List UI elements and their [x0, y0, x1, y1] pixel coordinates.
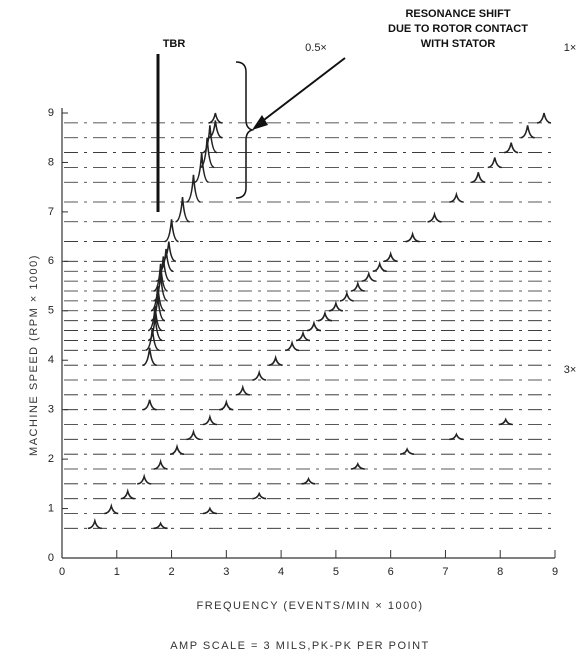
spectral-peak	[252, 373, 266, 380]
spectral-peak	[499, 420, 513, 425]
order-label: 0.5×	[305, 42, 327, 54]
spectral-peak	[285, 343, 299, 350]
y-tick-label: 3	[48, 404, 54, 416]
spectral-peak	[170, 447, 184, 454]
spectral-peak	[186, 432, 200, 439]
spectral-peak	[340, 293, 354, 300]
spectral-peak	[88, 521, 102, 528]
spectral-peak	[373, 264, 387, 271]
x-tick-label: 3	[223, 566, 229, 578]
spectral-peak	[427, 214, 441, 221]
spectral-peak	[154, 523, 168, 528]
shift-note-line: RESONANCE SHIFT	[405, 8, 510, 20]
y-tick-label: 0	[48, 552, 54, 564]
y-tick-label: 4	[48, 354, 54, 366]
spectral-peak	[236, 387, 250, 394]
spectral-peak	[302, 479, 316, 484]
footnote: AMP SCALE = 3 MILS,PK-PK PER POINT	[170, 640, 430, 652]
spectral-peak	[488, 158, 502, 168]
y-tick-label: 9	[48, 107, 54, 119]
spectral-peak	[384, 254, 398, 261]
x-tick-label: 6	[388, 566, 394, 578]
spectral-peak	[104, 506, 118, 513]
order-label: 3×	[564, 364, 577, 376]
y-axis-title: MACHINE SPEED (RPM × 1000)	[28, 254, 40, 456]
x-tick-label: 8	[497, 566, 503, 578]
spectral-peak	[471, 172, 485, 182]
spectral-peak	[176, 197, 190, 222]
shift-note-line: DUE TO ROTOR CONTACT	[388, 23, 528, 35]
spectral-peak	[137, 476, 151, 483]
x-tick-label: 7	[442, 566, 448, 578]
spectral-peak	[269, 358, 283, 365]
y-tick-label: 5	[48, 305, 54, 317]
x-tick-label: 9	[552, 566, 558, 578]
x-tick-label: 0	[59, 566, 65, 578]
tbr-label: TBR	[163, 38, 186, 50]
bracket	[236, 62, 252, 198]
x-tick-label: 2	[168, 566, 174, 578]
order-label: 1×	[564, 42, 577, 54]
spectral-peak	[362, 274, 376, 281]
arrow	[256, 58, 345, 126]
shift-note-line: WITH STATOR	[421, 38, 496, 50]
spectral-peak	[329, 303, 343, 310]
spectral-peak	[406, 234, 420, 241]
spectral-peak	[154, 462, 168, 469]
x-tick-label: 1	[114, 566, 120, 578]
spectral-peak	[219, 402, 233, 409]
y-tick-label: 2	[48, 453, 54, 465]
spectral-peak	[121, 491, 135, 498]
spectral-peak	[351, 284, 365, 291]
y-tick-label: 8	[48, 156, 54, 168]
spectral-peak	[400, 449, 414, 454]
spectral-peak	[143, 400, 157, 410]
spectral-peak	[537, 113, 551, 123]
spectral-peak	[296, 333, 310, 340]
spectral-peak	[449, 434, 463, 439]
y-tick-label: 1	[48, 502, 54, 514]
spectral-peak	[449, 195, 463, 202]
spectral-peak	[203, 417, 217, 424]
spectral-peak	[307, 323, 321, 330]
x-tick-label: 4	[278, 566, 284, 578]
spectral-peak	[165, 219, 179, 241]
x-tick-label: 5	[333, 566, 339, 578]
spectral-peak	[252, 494, 266, 499]
spectral-peak	[203, 125, 217, 152]
x-axis-title: FREQUENCY (EVENTS/MIN × 1000)	[197, 600, 424, 612]
y-tick-label: 7	[48, 206, 54, 218]
y-tick-label: 6	[48, 255, 54, 267]
spectral-peak	[203, 509, 217, 514]
chart: TBR RESONANCE SHIFT DUE TO ROTOR CONTACT…	[0, 0, 587, 665]
spectral-peak	[154, 274, 168, 301]
spectral-peak	[521, 125, 535, 137]
spectral-peak	[504, 143, 518, 153]
spectral-peak	[351, 464, 365, 469]
spectral-peak	[318, 313, 332, 320]
